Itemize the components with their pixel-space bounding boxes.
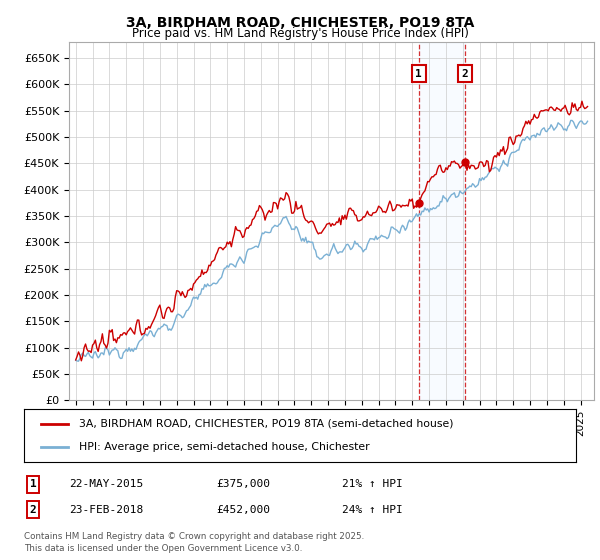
Text: 1: 1 [29, 479, 37, 489]
Text: 3A, BIRDHAM ROAD, CHICHESTER, PO19 8TA: 3A, BIRDHAM ROAD, CHICHESTER, PO19 8TA [126, 16, 474, 30]
Text: Contains HM Land Registry data © Crown copyright and database right 2025.
This d: Contains HM Land Registry data © Crown c… [24, 532, 364, 553]
Text: 21% ↑ HPI: 21% ↑ HPI [342, 479, 403, 489]
Text: 2: 2 [29, 505, 37, 515]
Bar [419, 42, 465, 400]
Text: Price paid vs. HM Land Registry's House Price Index (HPI): Price paid vs. HM Land Registry's House … [131, 27, 469, 40]
Text: 1: 1 [415, 69, 422, 78]
Text: £375,000: £375,000 [216, 479, 270, 489]
Text: 23-FEB-2018: 23-FEB-2018 [69, 505, 143, 515]
Text: £452,000: £452,000 [216, 505, 270, 515]
Text: 24% ↑ HPI: 24% ↑ HPI [342, 505, 403, 515]
Text: 2: 2 [462, 69, 469, 78]
Text: HPI: Average price, semi-detached house, Chichester: HPI: Average price, semi-detached house,… [79, 442, 370, 452]
Text: 22-MAY-2015: 22-MAY-2015 [69, 479, 143, 489]
Text: 3A, BIRDHAM ROAD, CHICHESTER, PO19 8TA (semi-detached house): 3A, BIRDHAM ROAD, CHICHESTER, PO19 8TA (… [79, 419, 454, 429]
